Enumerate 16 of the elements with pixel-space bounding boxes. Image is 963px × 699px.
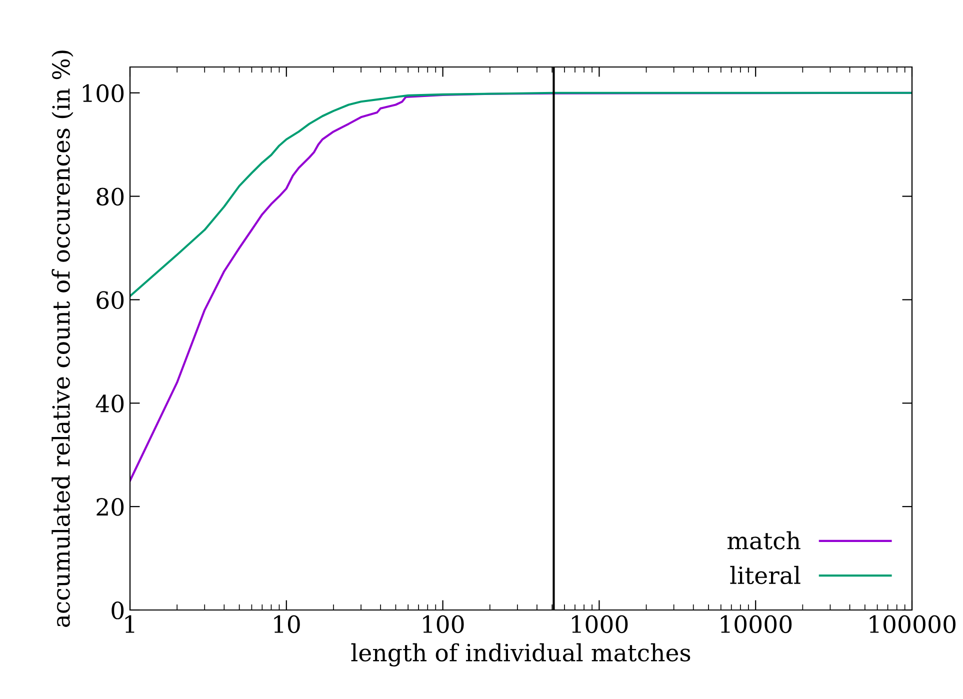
legend-label: literal bbox=[730, 566, 800, 584]
x-axis-title: length of individual matches bbox=[351, 643, 690, 666]
x-tick-label: 1000 bbox=[572, 615, 628, 634]
x-tick-label: 1 bbox=[125, 615, 134, 633]
y-tick-label: 40 bbox=[96, 394, 124, 412]
y-tick-label: 0 bbox=[112, 601, 124, 620]
x-tick-label: 10000 bbox=[720, 615, 792, 634]
y-tick-label: 80 bbox=[96, 188, 124, 206]
legend-label: match bbox=[727, 531, 800, 550]
x-tick-label: 100 bbox=[423, 615, 464, 634]
y-axis-title: accumulated relative count of occurences (in %) bbox=[52, 50, 74, 628]
y-tick-label: 60 bbox=[96, 291, 124, 310]
y-tick-label: 20 bbox=[96, 498, 124, 516]
y-tick-label: 100 bbox=[82, 84, 124, 102]
x-tick-label: 10 bbox=[274, 615, 300, 634]
x-tick-label: 100000 bbox=[870, 615, 956, 634]
